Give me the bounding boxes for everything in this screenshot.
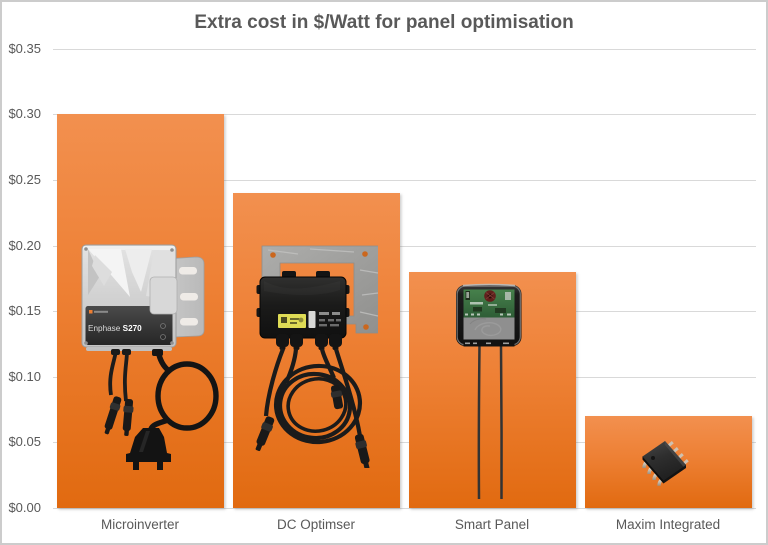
svg-text:Enphase S270: Enphase S270 bbox=[88, 324, 142, 333]
